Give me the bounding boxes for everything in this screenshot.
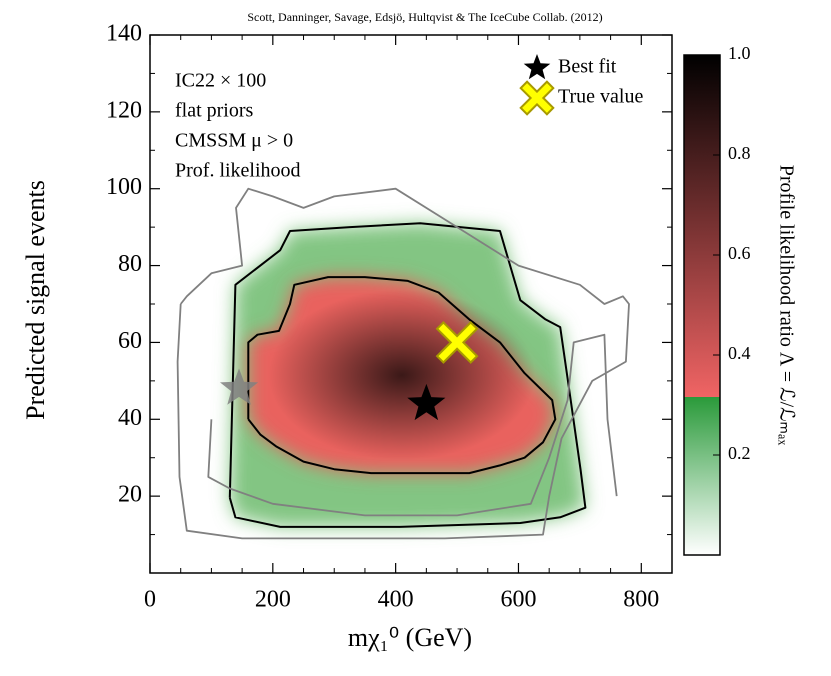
colorbar-tick-label: 0.8 (728, 143, 751, 163)
y-tick-label: 60 (118, 328, 142, 354)
colorbar-tick-label: 0.2 (728, 443, 751, 463)
colorbar-tick-label: 0.6 (728, 243, 751, 263)
contour-line (176, 187, 630, 540)
y-tick-label: 80 (118, 251, 142, 277)
y-tick-label: 40 (118, 405, 142, 431)
contour-line (228, 222, 587, 528)
point-marker (407, 383, 446, 421)
y-tick-label: 120 (106, 97, 142, 123)
colorbar-tick-label: 0.4 (728, 343, 751, 363)
contour-line (247, 276, 557, 475)
y-axis-label: Predicted signal events (21, 180, 50, 420)
x-tick-label: 200 (255, 587, 291, 613)
legend-marker (519, 80, 555, 116)
annotation: CMSSM μ > 0 (175, 130, 293, 152)
colorbar-label: Profile likelihood ratio Λ = ℒ/ℒₘₐₓ (775, 165, 797, 446)
colorbar-tick-label: 1.0 (728, 43, 751, 63)
legend-label: True value (558, 86, 643, 108)
legend-label: Best fit (558, 56, 617, 78)
point-marker (435, 321, 479, 364)
x-tick-label: 400 (378, 587, 414, 613)
x-stroke (438, 323, 476, 362)
contour-line (207, 333, 618, 517)
y-tick-label: 20 (118, 482, 142, 508)
x-tick-label: 800 (623, 587, 659, 613)
x-tick-label: 0 (144, 587, 156, 613)
credit: Scott, Danninger, Savage, Edsjö, Hultqvi… (247, 10, 602, 24)
x-stroke (522, 83, 552, 113)
y-tick-label: 140 (106, 21, 142, 47)
likelihood-core (268, 289, 536, 461)
annotation: IC22 × 100 (175, 70, 266, 92)
legend-marker (523, 54, 551, 80)
colorbar (683, 54, 721, 556)
annotation: Prof. likelihood (175, 160, 301, 182)
y-tick-label: 100 (106, 174, 142, 200)
annotation: flat priors (175, 100, 254, 122)
x-tick-label: 600 (500, 587, 536, 613)
x-axis-label: mχ₁⁰ (GeV) (348, 623, 472, 652)
point-marker (220, 368, 259, 405)
